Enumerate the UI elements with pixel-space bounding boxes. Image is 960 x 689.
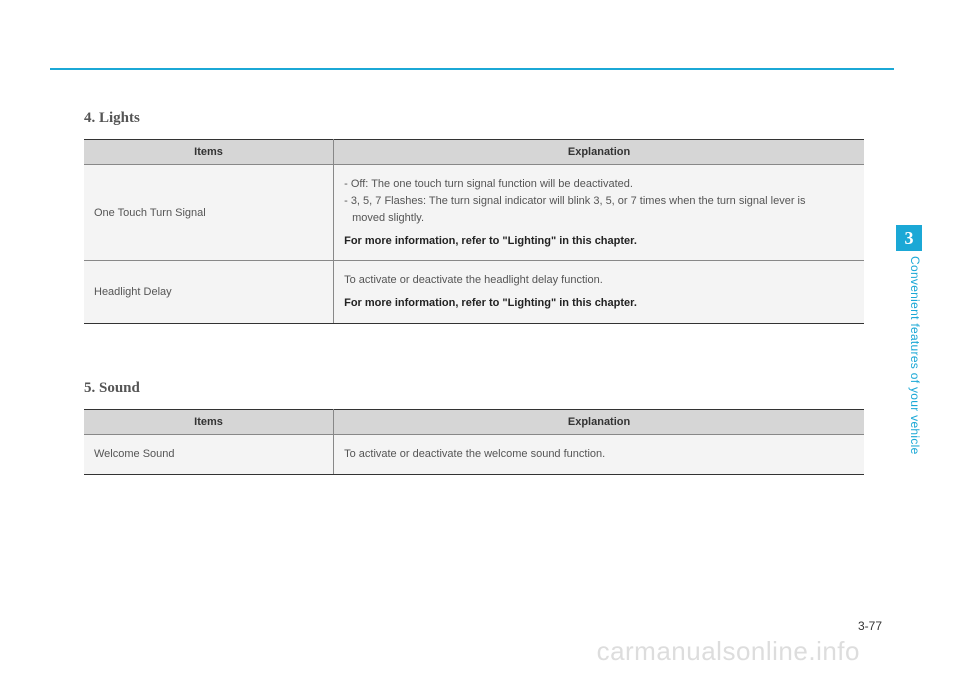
- explanation-line: To activate or deactivate the headlight …: [344, 273, 854, 288]
- explanation-cell: - Off: The one touch turn signal functio…: [334, 165, 864, 261]
- explanation-line: - Off: The one touch turn signal functio…: [344, 177, 854, 192]
- header-divider: [50, 68, 894, 70]
- table-row: Welcome Sound To activate or deactivate …: [84, 435, 864, 475]
- table-header-items: Items: [84, 410, 334, 435]
- section-title-lights: 4. Lights: [84, 110, 864, 127]
- explanation-note: For more information, refer to "Lighting…: [344, 234, 854, 249]
- item-cell: Welcome Sound: [84, 435, 334, 475]
- lights-table: Items Explanation One Touch Turn Signal …: [84, 139, 864, 324]
- page-number: 3-77: [858, 619, 882, 633]
- section-title-sound: 5. Sound: [84, 380, 864, 397]
- table-header-items: Items: [84, 140, 334, 165]
- explanation-line: - 3, 5, 7 Flashes: The turn signal indic…: [344, 194, 854, 209]
- table-row: Headlight Delay To activate or deactivat…: [84, 261, 864, 324]
- table-row: One Touch Turn Signal - Off: The one tou…: [84, 165, 864, 261]
- explanation-line: moved slightly.: [344, 211, 854, 226]
- table-header-explanation: Explanation: [334, 410, 864, 435]
- table-header-explanation: Explanation: [334, 140, 864, 165]
- page-content: 4. Lights Items Explanation One Touch Tu…: [84, 110, 864, 475]
- watermark: carmanualsonline.info: [597, 636, 860, 667]
- chapter-tab: 3: [896, 225, 922, 251]
- item-cell: Headlight Delay: [84, 261, 334, 324]
- explanation-note: For more information, refer to "Lighting…: [344, 296, 854, 311]
- item-cell: One Touch Turn Signal: [84, 165, 334, 261]
- explanation-line: To activate or deactivate the welcome so…: [344, 447, 854, 462]
- chapter-side-label: Convenient features of your vehicle: [896, 256, 922, 476]
- sound-table: Items Explanation Welcome Sound To activ…: [84, 409, 864, 475]
- explanation-cell: To activate or deactivate the welcome so…: [334, 435, 864, 475]
- explanation-cell: To activate or deactivate the headlight …: [334, 261, 864, 324]
